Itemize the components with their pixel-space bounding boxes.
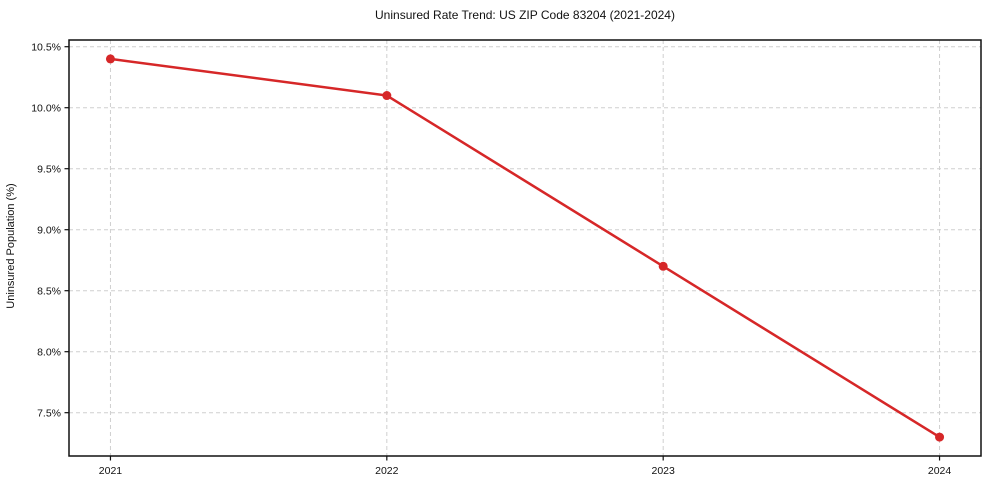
- x-tick-label: 2023: [652, 465, 676, 477]
- data-point: [658, 261, 668, 271]
- x-tick-label: 2024: [928, 465, 952, 477]
- x-tick-label: 2022: [375, 465, 399, 477]
- y-tick-label: 8.5%: [37, 285, 61, 297]
- y-tick-label: 10.5%: [31, 41, 61, 53]
- y-tick-label: 10.0%: [31, 102, 61, 114]
- x-tick-label: 2021: [99, 465, 123, 477]
- trend-line: [109, 57, 941, 439]
- y-tick-label: 8.0%: [37, 346, 61, 358]
- plot-border: [68, 39, 982, 457]
- data-point: [105, 54, 115, 64]
- data-point: [935, 432, 945, 442]
- y-tick-label: 7.5%: [37, 407, 61, 419]
- y-axis-label: Uninsured Population (%): [5, 183, 17, 309]
- y-tick-label: 9.0%: [37, 224, 61, 236]
- chart-title: Uninsured Rate Trend: US ZIP Code 83204 …: [375, 8, 675, 22]
- data-point: [382, 91, 392, 101]
- y-tick-label: 9.5%: [37, 163, 61, 175]
